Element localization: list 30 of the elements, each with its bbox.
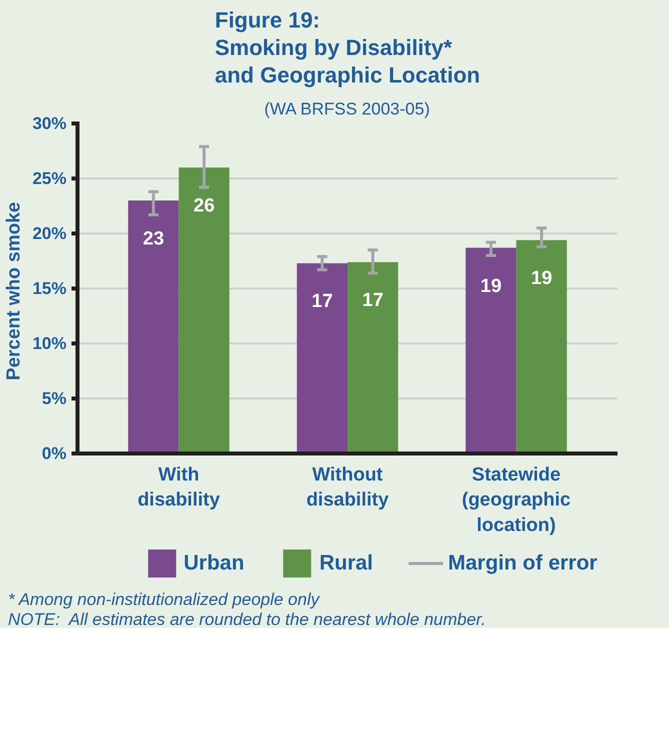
text: Margin of error — [448, 551, 598, 575]
x-tick-label: Without disability — [306, 464, 390, 511]
y-tick-label: 5% — [42, 389, 67, 408]
text: NOTE: All estimates are rounded to the nearest whole number. — [8, 609, 486, 631]
y-tick-label: 25% — [32, 169, 67, 188]
bar — [178, 168, 230, 454]
chart-subtitle: (WA BRFSS 2003-05) — [264, 100, 430, 118]
y-tick-label: 20% — [32, 224, 67, 243]
bar — [128, 200, 179, 454]
data-label: 23 — [142, 228, 164, 250]
x-tick-label: Statewide (geographic location) — [462, 464, 572, 536]
chart-title: Figure 19: Smoking by Disability* and Geographic Location — [214, 8, 480, 88]
y-tick-label: 10% — [32, 334, 67, 353]
bar — [348, 262, 398, 454]
text: * Among non-institutionalized people only — [8, 590, 320, 609]
legend-label: Rural — [319, 551, 374, 575]
legend-label: Urban — [184, 551, 244, 575]
y-tick-label: 0% — [42, 444, 67, 463]
data-label: 17 — [312, 291, 333, 312]
y-tick-label: 30% — [32, 114, 67, 133]
y-tick-label: 15% — [32, 279, 67, 298]
data-label: 19 — [480, 276, 502, 297]
bar — [296, 263, 348, 454]
data-label: 17 — [362, 290, 384, 312]
data-label: 26 — [193, 196, 215, 216]
x-tick-label: With disability — [138, 464, 220, 511]
bar — [466, 248, 516, 454]
y-axis-title: Percent who smoke — [3, 202, 24, 380]
data-label: 19 — [530, 268, 552, 290]
bar — [516, 240, 567, 454]
